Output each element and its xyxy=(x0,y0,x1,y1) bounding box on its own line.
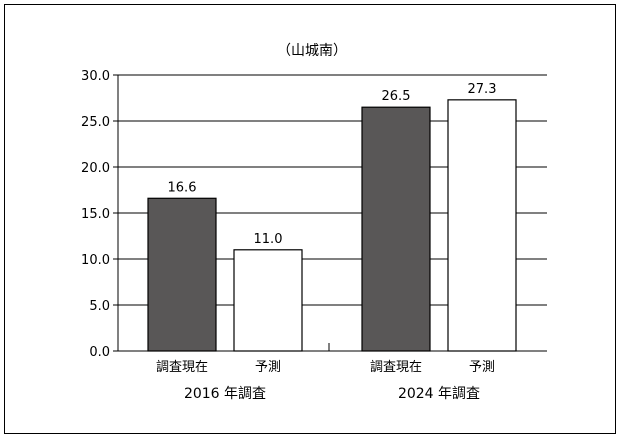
group-label: 2024 年調査 xyxy=(398,386,480,402)
bar-value-label: 26.5 xyxy=(382,89,411,104)
chart-title: （山城南） xyxy=(277,43,347,59)
category-label: 調査現在 xyxy=(156,360,208,375)
bar xyxy=(447,99,517,352)
bar-value-label: 11.0 xyxy=(254,232,283,247)
y-tick-label: 20.0 xyxy=(81,161,110,176)
y-axis-ticks: 0.0 5.0 10.0 15.0 20.0 25.0 30.0 xyxy=(81,69,330,360)
bar xyxy=(147,197,217,352)
bars xyxy=(147,99,517,352)
category-label: 予測 xyxy=(469,360,495,375)
category-label: 調査現在 xyxy=(370,360,422,375)
bar xyxy=(361,106,431,352)
bar-value-label: 27.3 xyxy=(468,82,497,97)
category-label: 予測 xyxy=(255,360,281,375)
bar-value-label: 16.6 xyxy=(168,180,197,195)
y-tick-label: 0.0 xyxy=(89,345,110,360)
bar xyxy=(233,249,303,352)
group-label: 2016 年調査 xyxy=(184,386,266,402)
y-tick-label: 15.0 xyxy=(81,207,110,222)
y-tick-label: 30.0 xyxy=(81,69,110,84)
y-tick-label: 10.0 xyxy=(81,253,110,268)
y-tick-label: 5.0 xyxy=(89,299,110,314)
labels: 16.6 調査現在 11.0 予測 2016 年調査 26.5 調査現在 27.3 予測 2024… xyxy=(156,82,496,402)
y-tick-label: 25.0 xyxy=(81,115,110,130)
